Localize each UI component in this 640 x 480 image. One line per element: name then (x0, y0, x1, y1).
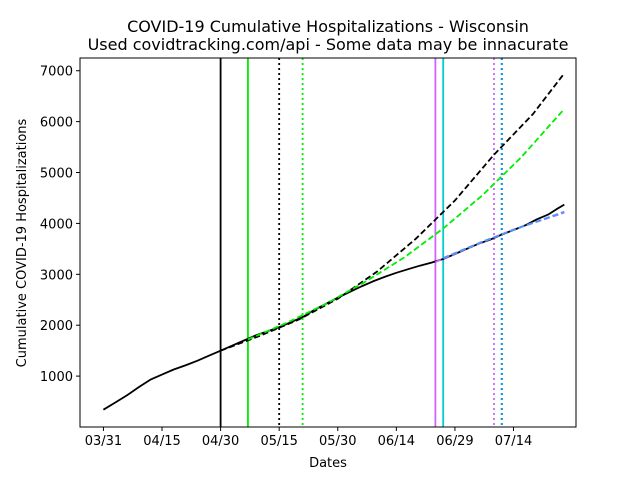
chart-subtitle: Used covidtracking.com/api - Some data m… (88, 35, 569, 54)
y-tick-label: 5000 (40, 167, 73, 182)
y-tick-label: 3000 (40, 268, 73, 283)
series-line-3 (247, 108, 565, 341)
x-tick-label: 05/30 (319, 434, 356, 449)
x-tick-label: 04/15 (143, 434, 180, 449)
y-tick-label: 2000 (40, 319, 73, 334)
x-tick-label: 05/15 (260, 434, 297, 449)
y-axis-label: Cumulative COVID-19 Hospitalizations (15, 118, 30, 367)
y-tick-label: 1000 (40, 370, 73, 385)
y-tick-label: 4000 (40, 217, 73, 232)
y-tick-label: 6000 (40, 116, 73, 131)
series-line-5 (442, 210, 565, 259)
chart-title: COVID-19 Cumulative Hospitalizations - W… (127, 17, 529, 36)
series-line-2 (220, 72, 566, 352)
x-tick-label: 03/31 (85, 434, 122, 449)
x-tick-label: 06/14 (378, 434, 415, 449)
plot-area: 03/31 04/15 04/30 05/15 05/30 06/14 06/29 07/14… (40, 57, 577, 449)
x-tick-label: 04/30 (202, 434, 239, 449)
x-axis-label: Dates (309, 456, 347, 471)
y-tick-label: 7000 (40, 65, 73, 80)
plot-frame (79, 57, 577, 428)
x-tick-label: 07/14 (495, 434, 532, 449)
x-tick-label: 06/29 (436, 434, 473, 449)
